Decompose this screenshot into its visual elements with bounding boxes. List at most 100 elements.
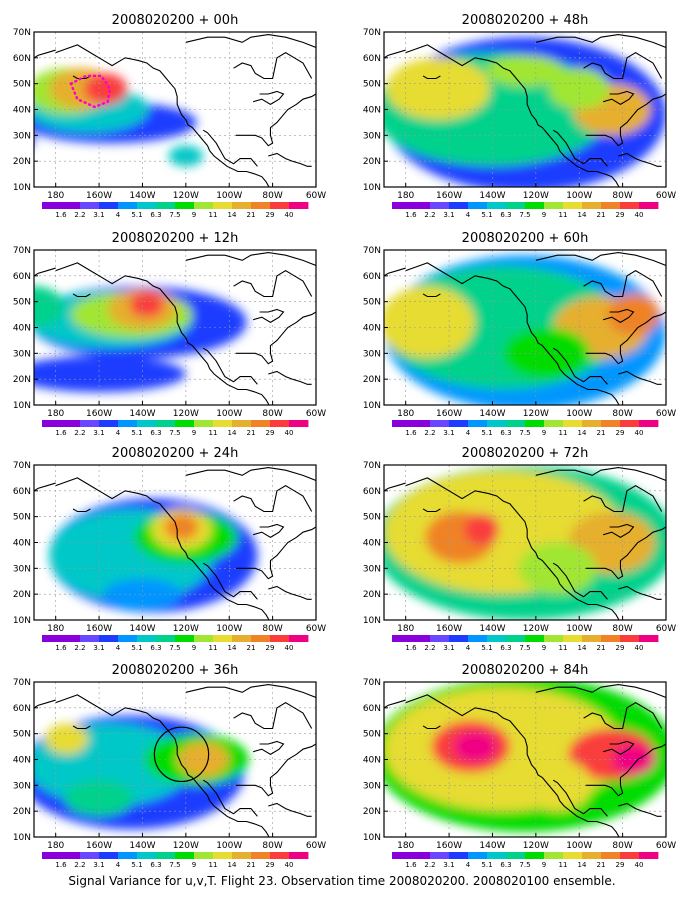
colorbar-label: 1.6 xyxy=(405,211,417,219)
lon-tick-label: 100W xyxy=(216,191,242,201)
lat-tick-label: 60N xyxy=(13,272,31,282)
colorbar-label: 5.1 xyxy=(131,861,142,869)
lon-tick-label: 80W xyxy=(612,409,632,419)
coastline xyxy=(202,347,258,385)
colorbar-label: 4 xyxy=(116,429,121,437)
colorbar-swatch xyxy=(506,420,526,427)
colorbar-swatch xyxy=(601,420,621,427)
lat-tick-label: 20N xyxy=(363,590,381,600)
colorbar-label: 7.5 xyxy=(169,861,180,869)
colorbar-swatch xyxy=(289,202,309,209)
colorbar-label: 29 xyxy=(266,211,275,219)
colorbar-label: 3.1 xyxy=(443,861,454,869)
colorbar-swatch xyxy=(639,635,659,642)
variance-field xyxy=(34,682,316,837)
coastline xyxy=(268,370,312,385)
lat-tick-label: 50N xyxy=(363,298,381,308)
coastline xyxy=(602,740,635,755)
coastline xyxy=(202,562,258,600)
coastline xyxy=(405,694,620,837)
colorbar-swatch xyxy=(620,202,640,209)
colorbar: 1.6 2.2 3.1 4 5.1 6.3 7.5 9 11 14 21 29 40 xyxy=(42,420,309,437)
colorbar-swatch xyxy=(61,635,81,642)
colorbar-label: 2.2 xyxy=(74,861,85,869)
colorbar-swatch xyxy=(582,635,602,642)
lon-tick-label: 60W xyxy=(656,624,676,634)
lon-tick-label: 100W xyxy=(566,409,592,419)
colorbar-swatch xyxy=(156,635,176,642)
lat-tick-label: 50N xyxy=(363,80,381,90)
colorbar-swatch xyxy=(525,852,545,859)
coastline xyxy=(268,152,312,167)
lon-tick-label: 100W xyxy=(216,624,242,634)
colorbar-swatch xyxy=(289,420,309,427)
colorbar-label: 6.3 xyxy=(150,644,161,652)
coastline xyxy=(405,262,620,405)
colorbar-swatch xyxy=(270,852,290,859)
lon-tick-label: 60W xyxy=(656,409,676,419)
lon-tick-label: 180 xyxy=(397,409,414,419)
colorbar-label: 4 xyxy=(116,644,121,652)
colorbar-label: 4 xyxy=(466,429,471,437)
colorbar-swatch xyxy=(137,420,157,427)
colorbar-label: 4 xyxy=(466,211,471,219)
colorbar-swatch xyxy=(175,635,195,642)
lon-tick-label: 160W xyxy=(436,191,462,201)
colorbar-swatch xyxy=(544,202,564,209)
colorbar-label: 7.5 xyxy=(519,211,530,219)
colorbar-label: 6.3 xyxy=(150,429,161,437)
lon-tick-label: 180 xyxy=(47,409,64,419)
target-circle-marker xyxy=(153,726,210,783)
coastline xyxy=(583,485,663,513)
colorbar-label: 7.5 xyxy=(519,644,530,652)
lon-tick-label: 140W xyxy=(129,409,155,419)
coastline xyxy=(233,485,313,513)
lat-tick-label: 70N xyxy=(13,678,31,688)
colorbar-label: 5.1 xyxy=(131,211,142,219)
colorbar-label: 1.6 xyxy=(55,644,67,652)
coastline xyxy=(55,477,270,620)
colorbar-label: 1.6 xyxy=(55,429,67,437)
lat-tick-label: 70N xyxy=(363,246,381,256)
colorbar-label: 7.5 xyxy=(169,211,180,219)
colorbar-label: 4 xyxy=(466,861,471,869)
panel-title: 2008020200 + 36h xyxy=(112,663,239,678)
colorbar-label: 21 xyxy=(597,429,606,437)
lat-tick-label: 20N xyxy=(13,590,31,600)
coastline xyxy=(583,270,663,298)
colorbar-label: 9 xyxy=(192,861,196,869)
lon-tick-label: 140W xyxy=(129,191,155,201)
colorbar-label: 7.5 xyxy=(169,429,180,437)
colorbar-swatch xyxy=(289,852,309,859)
lon-tick-label: 100W xyxy=(216,841,242,851)
colorbar-swatch xyxy=(411,202,431,209)
colorbar-swatch xyxy=(620,852,640,859)
coastline xyxy=(185,34,316,49)
colorbar-swatch xyxy=(411,420,431,427)
panel-title: 2008020200 + 84h xyxy=(462,663,589,678)
colorbar-label: 5.1 xyxy=(481,644,492,652)
coastline xyxy=(34,482,56,492)
colorbar-label: 1.6 xyxy=(405,644,417,652)
panel-title: 2008020200 + 12h xyxy=(112,231,239,246)
colorbar-swatch xyxy=(449,852,469,859)
colorbar-swatch xyxy=(544,852,564,859)
colorbar-label: 29 xyxy=(616,644,625,652)
coastline xyxy=(72,293,91,298)
colorbar-label: 7.5 xyxy=(519,429,530,437)
colorbar-label: 29 xyxy=(266,429,275,437)
lon-tick-label: 160W xyxy=(86,841,112,851)
lat-tick-label: 40N xyxy=(363,324,381,334)
lat-tick-label: 30N xyxy=(363,131,381,141)
lon-tick-label: 120W xyxy=(523,841,549,851)
lon-tick-label: 160W xyxy=(436,841,462,851)
colorbar-swatch xyxy=(430,420,450,427)
colorbar-label: 4 xyxy=(116,861,121,869)
coastline xyxy=(268,585,312,600)
colorbar-swatch xyxy=(525,635,545,642)
coastline xyxy=(583,702,663,730)
colorbar-label: 5.1 xyxy=(131,644,142,652)
colorbar-label: 3.1 xyxy=(93,644,104,652)
colorbar-swatch xyxy=(213,202,233,209)
colorbar: 1.6 2.2 3.1 4 5.1 6.3 7.5 9 11 14 21 29 40 xyxy=(392,635,659,652)
